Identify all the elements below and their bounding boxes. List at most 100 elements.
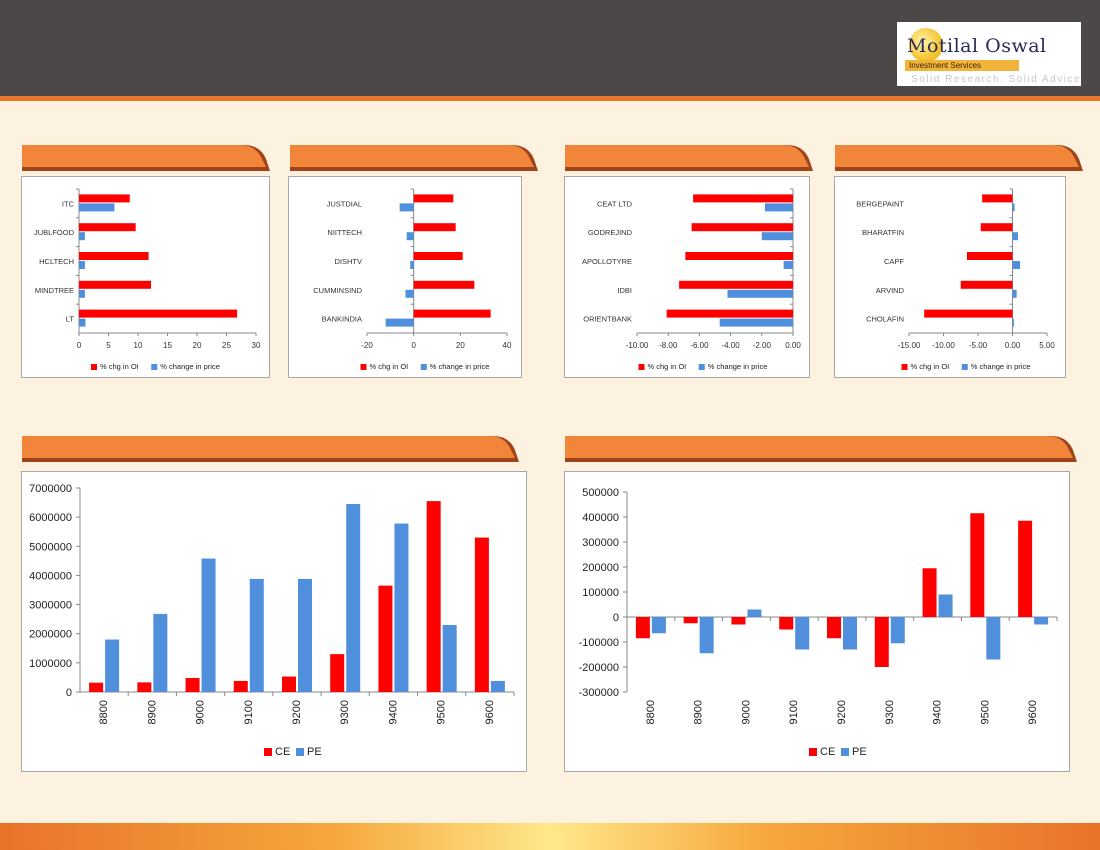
- bar-ce: [731, 617, 746, 625]
- legend-swatch: [420, 364, 427, 370]
- bar-pe: [105, 639, 120, 692]
- legend-swatch: [698, 364, 705, 370]
- category-label: BANKINDIA: [322, 315, 362, 324]
- bar---change-in-price: [1012, 289, 1017, 298]
- value-tick-label: -20: [361, 341, 373, 350]
- bar---chg-in-oi: [413, 223, 456, 232]
- category-label: BHARATFIN: [862, 228, 904, 237]
- value-tick-label: -200000: [579, 662, 619, 674]
- bar---chg-in-oi: [691, 223, 793, 232]
- bar---chg-in-oi: [693, 194, 793, 203]
- value-tick-label: 40: [503, 341, 512, 350]
- value-tick-label: 5.00: [1039, 341, 1055, 350]
- bar---change-in-price: [761, 232, 793, 241]
- legend-swatch: [809, 748, 817, 756]
- bar---change-in-price: [405, 289, 414, 298]
- category-label: MINDTREE: [35, 286, 74, 295]
- bar-ce: [378, 585, 393, 692]
- legend-swatch: [296, 748, 304, 756]
- bar-pe: [249, 578, 264, 692]
- category-label: IDBI: [617, 286, 632, 295]
- value-tick-label: 20: [456, 341, 465, 350]
- value-tick-label: -100000: [579, 637, 619, 649]
- chart-panel-2: JUSTDIAL NIITTECH DISHTV CUMMINSIND BANKINDI…: [288, 176, 522, 378]
- bar---change-in-price: [399, 203, 414, 212]
- bar-ce: [426, 501, 441, 692]
- value-tick-label: 5: [106, 341, 111, 350]
- bar-ce: [233, 680, 248, 692]
- value-tick-label: 0.00: [1005, 341, 1021, 350]
- category-label: ORIENTBANK: [583, 315, 632, 324]
- legend-label: CE: [275, 746, 290, 758]
- value-tick-label: 6000000: [29, 512, 72, 524]
- bar---chg-in-oi: [960, 280, 1013, 289]
- value-tick-label: 400000: [582, 512, 619, 524]
- value-tick-label: 0: [613, 612, 619, 624]
- category-label: 9300: [884, 700, 896, 724]
- bar-pe: [651, 617, 666, 634]
- bar---chg-in-oi: [79, 280, 151, 289]
- value-tick-label: -10.00: [626, 341, 649, 350]
- category-label: 9000: [195, 700, 207, 724]
- bar-pe: [346, 504, 361, 692]
- legend-label: % chg in OI: [911, 362, 950, 371]
- bar---change-in-price: [719, 318, 793, 327]
- value-tick-label: -2.00: [753, 341, 772, 350]
- bar---chg-in-oi: [679, 280, 793, 289]
- bar---change-in-price: [410, 261, 414, 269]
- value-tick-label: 15: [163, 341, 172, 350]
- section-tab-2: [290, 145, 538, 171]
- bar---change-in-price: [1012, 203, 1015, 212]
- legend-label: % chg in OI: [648, 362, 687, 371]
- chart-panel-1: ITC JUBLFOOD HCLTECH MINDTREE LT 0 5 10 15 20 25 30…: [21, 176, 270, 378]
- value-tick-label: -8.00: [659, 341, 678, 350]
- bar-ce: [137, 682, 152, 692]
- category-label: ITC: [62, 199, 75, 208]
- bar---chg-in-oi: [413, 194, 454, 203]
- logo-sun-icon: [909, 28, 943, 62]
- category-label: 8800: [645, 700, 657, 724]
- section-tab-3: [565, 145, 813, 171]
- bar---change-in-price: [783, 261, 793, 269]
- bar-pe: [747, 609, 762, 617]
- bar-ce: [779, 617, 794, 630]
- legend-swatch: [638, 364, 645, 370]
- value-tick-label: 20: [193, 341, 202, 350]
- value-tick-label: -4.00: [721, 341, 740, 350]
- bar-ce: [683, 617, 698, 624]
- value-tick-label: -300000: [579, 687, 619, 699]
- section-tab-1: [22, 145, 270, 171]
- bar---change-in-price: [79, 203, 115, 212]
- category-label: 9200: [291, 700, 303, 724]
- category-label: CEAT LTD: [597, 199, 633, 208]
- bar-pe: [843, 617, 857, 650]
- bar---change-in-price: [79, 289, 85, 298]
- chart-panel-4: BERGEPAINT BHARATFIN CAPF ARVIND CHOLAFIN -15…: [834, 176, 1066, 378]
- value-tick-label: 2000000: [29, 629, 72, 641]
- category-label: 9200: [836, 700, 848, 724]
- value-tick-label: 1000000: [29, 658, 72, 670]
- bar-ce: [635, 617, 650, 639]
- bar-ce: [330, 654, 345, 692]
- bar---chg-in-oi: [685, 252, 793, 260]
- bar---change-in-price: [385, 318, 414, 327]
- value-tick-label: 300000: [582, 537, 619, 549]
- bar-pe: [298, 578, 312, 692]
- bar---chg-in-oi: [413, 280, 475, 289]
- bar-pe: [201, 558, 216, 692]
- bar-ce: [474, 537, 489, 692]
- bar---change-in-price: [1012, 318, 1014, 327]
- category-label: HCLTECH: [39, 257, 74, 266]
- category-label: BERGEPAINT: [856, 199, 904, 208]
- bar---chg-in-oi: [79, 223, 136, 232]
- legend-label: PE: [307, 746, 322, 758]
- bar-ce: [282, 676, 296, 692]
- chart-panel-6: -300000 -200000 -100000 0 100000 200000 300000…: [564, 471, 1070, 772]
- bar-ce: [874, 617, 889, 667]
- bar---chg-in-oi: [413, 309, 491, 318]
- value-tick-label: -6.00: [690, 341, 709, 350]
- logo-subtitle: Investment Services: [905, 60, 1019, 71]
- category-label: 9100: [788, 700, 800, 724]
- legend-label: % chg in OI: [100, 362, 139, 371]
- legend-label: CE: [820, 746, 835, 758]
